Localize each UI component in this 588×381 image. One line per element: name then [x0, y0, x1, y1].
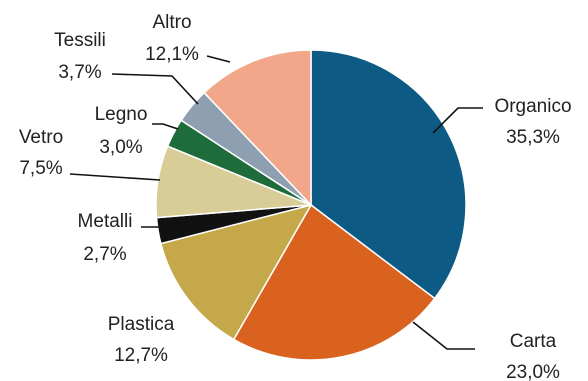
leader-lines	[69, 55, 483, 350]
slice-labels: Organico 35,3% Carta 23,0% Plastica 12,7% Meta…	[19, 12, 572, 381]
pie-slices	[155, 49, 467, 361]
label-name-altro: Altro	[152, 12, 191, 33]
slice-organico	[310, 49, 467, 300]
label-name-legno: Legno	[95, 104, 148, 125]
label-value-plastica: 12,7%	[114, 345, 168, 366]
label-name-plastica: Plastica	[108, 314, 175, 335]
label-value-organico: 35,3%	[506, 127, 560, 148]
slice-altro	[203, 49, 312, 207]
leader-line-carta	[412, 321, 475, 350]
label-value-vetro: 7,5%	[19, 158, 62, 179]
label-name-vetro: Vetro	[19, 127, 63, 148]
label-value-tessili: 3,7%	[58, 62, 101, 83]
label-value-metalli: 2,7%	[83, 244, 126, 265]
label-value-altro: 12,1%	[145, 44, 199, 65]
label-name-organico: Organico	[494, 96, 571, 117]
leader-line-tessili	[111, 73, 199, 105]
label-name-metalli: Metalli	[78, 211, 133, 232]
label-value-legno: 3,0%	[99, 137, 142, 158]
slice-plastica	[159, 203, 313, 341]
label-value-carta: 23,0%	[506, 362, 560, 381]
label-name-tessili: Tessili	[54, 30, 106, 51]
leader-line-vetro	[69, 173, 161, 181]
leader-line-altro	[206, 55, 231, 63]
leader-line-organico	[432, 107, 483, 134]
slice-carta	[232, 203, 436, 361]
leader-line-legno	[152, 123, 179, 130]
label-name-carta: Carta	[510, 331, 557, 352]
